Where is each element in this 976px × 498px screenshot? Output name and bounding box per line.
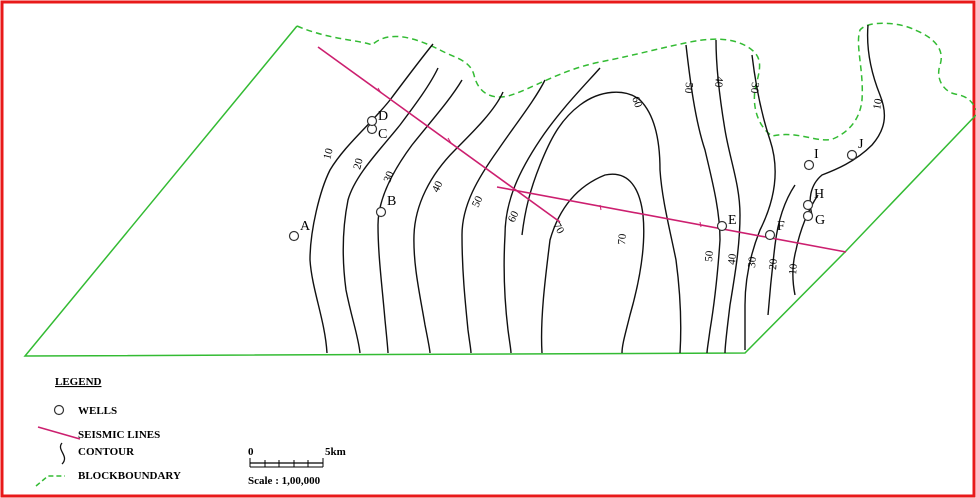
legend-seismic-label: SEISMIC LINES	[78, 429, 160, 441]
contour-label: 60	[629, 95, 644, 110]
well-label: A	[300, 219, 311, 234]
well-labels: A B C D E F G H I J	[300, 109, 864, 234]
scale-end: 5km	[325, 446, 346, 458]
legend-contour-label: CONTOUR	[78, 446, 135, 458]
contour-50-west	[461, 79, 546, 354]
contour-label: 40	[726, 253, 739, 266]
wells	[288, 115, 858, 242]
well-marker	[764, 229, 776, 241]
contour-label: 70	[616, 233, 629, 246]
well-marker	[716, 220, 728, 232]
legend-boundary-symbol	[35, 475, 65, 487]
contour-40	[413, 91, 504, 354]
seismic-line-1	[317, 46, 561, 223]
block-boundary-dashed	[296, 22, 976, 141]
legend-contour-symbol	[59, 442, 66, 465]
well-marker	[846, 149, 858, 161]
contour-label: 30	[746, 256, 759, 269]
scale-text: Scale : 1,00,000	[248, 475, 321, 487]
well-marker	[803, 159, 815, 171]
seismic-line-2	[496, 186, 847, 253]
well-label: J	[858, 137, 864, 152]
scale-zero: 0	[248, 446, 254, 458]
well-label: I	[814, 147, 819, 162]
contour-20-east	[767, 184, 796, 316]
well-label: C	[378, 127, 387, 142]
block-boundary-solid	[23, 25, 976, 357]
contour-label: 30	[748, 82, 761, 95]
contour-50-east	[685, 44, 721, 354]
well-label: F	[777, 219, 785, 234]
well-marker	[288, 230, 300, 242]
contour-label: 30	[382, 169, 397, 184]
shotpoint-tick	[447, 137, 452, 144]
well-label: H	[814, 187, 824, 202]
contour-10-east-b	[809, 24, 886, 216]
contour-label: 20	[767, 258, 780, 271]
legend-seismic-symbol	[37, 426, 81, 440]
contour-label: 50	[682, 82, 695, 95]
contour-label: 50	[470, 194, 486, 209]
legend-title: LEGEND	[55, 376, 102, 388]
contour-30-east	[744, 54, 776, 350]
contour-label: 40	[430, 179, 446, 194]
legend-well-symbol	[53, 404, 65, 416]
contour-label: 10	[321, 147, 336, 161]
well-label: E	[728, 213, 737, 228]
seismic-shotpoints	[377, 87, 702, 228]
legend: LEGEND WELLS SEISMIC LINES CONTOUR BLOCK…	[35, 376, 181, 487]
contour-label: 40	[712, 76, 725, 89]
contour-10-west	[309, 43, 434, 354]
well-label: B	[387, 194, 396, 209]
contour-label: 20	[351, 157, 366, 171]
contour-label: 50	[703, 250, 716, 263]
contour-labels: 10 20 30 40 50 60 70 70 60 50 40 30 50 4…	[321, 76, 885, 276]
seismic-lines	[317, 46, 847, 253]
contour-60-west	[503, 67, 601, 354]
contour-20-west	[342, 67, 439, 354]
scale-bar: 0 5km Scale : 1,00,000	[248, 446, 346, 487]
shotpoint-tick	[699, 221, 702, 228]
contour-70-ring	[540, 173, 645, 354]
well-label: G	[815, 213, 825, 228]
shotpoint-tick	[377, 87, 382, 94]
well-marker	[802, 210, 814, 222]
legend-wells-label: WELLS	[78, 405, 117, 417]
contour-label: 10	[871, 97, 885, 110]
contour-label: 60	[506, 209, 522, 224]
contour-30-west	[377, 79, 463, 354]
contour-label: 10	[787, 263, 800, 276]
well-marker	[375, 206, 387, 218]
well-marker	[802, 199, 814, 211]
legend-boundary-label: BLOCKBOUNDARY	[78, 470, 181, 482]
well-label: D	[378, 109, 388, 124]
well-marker	[366, 115, 378, 127]
contour-60-dome	[521, 91, 682, 354]
contours	[309, 24, 886, 354]
shotpoint-tick	[599, 204, 602, 211]
contour-40-east	[715, 39, 741, 354]
